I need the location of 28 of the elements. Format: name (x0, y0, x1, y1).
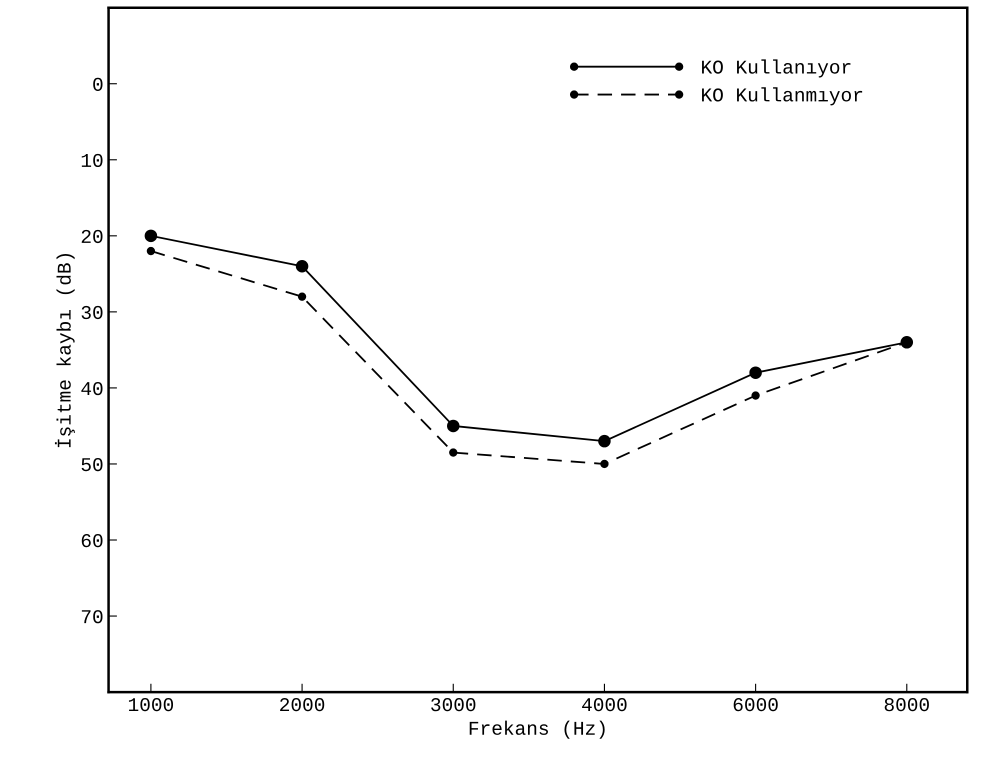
x-tick-label: 3000 (431, 698, 476, 712)
y-tick-label: 70 (82, 610, 103, 624)
point (751, 391, 760, 400)
legend-label: KO Kullanmıyor (702, 87, 862, 106)
point (296, 260, 308, 272)
y-tick-label: 40 (81, 382, 103, 396)
y-axis-title: İşitme kaybı (dB) (54, 254, 75, 448)
point (146, 246, 156, 256)
point (598, 434, 611, 448)
point (600, 460, 609, 468)
legend-label: KO Kullanıyor (702, 59, 850, 78)
y-tick-label: 0 (93, 78, 103, 91)
x-axis-title: Frekans (Hz) (470, 720, 605, 739)
point (447, 420, 460, 432)
point (449, 448, 458, 457)
x-tick-label: 8000 (884, 698, 929, 712)
y-tick-label: 60 (82, 534, 103, 548)
y-tick-label: 10 (82, 154, 103, 168)
x-tick-label: 2000 (280, 698, 324, 712)
x-tick-label: 4000 (582, 698, 627, 712)
x-tick-label: 6000 (734, 698, 778, 712)
y-tick-label: 20 (82, 230, 103, 244)
y-tick-label: 50 (82, 458, 103, 472)
y-tick-label: 30 (82, 306, 103, 320)
point (749, 366, 762, 379)
x-tick-label: 1000 (128, 698, 174, 712)
point (298, 292, 306, 301)
point (144, 230, 158, 242)
